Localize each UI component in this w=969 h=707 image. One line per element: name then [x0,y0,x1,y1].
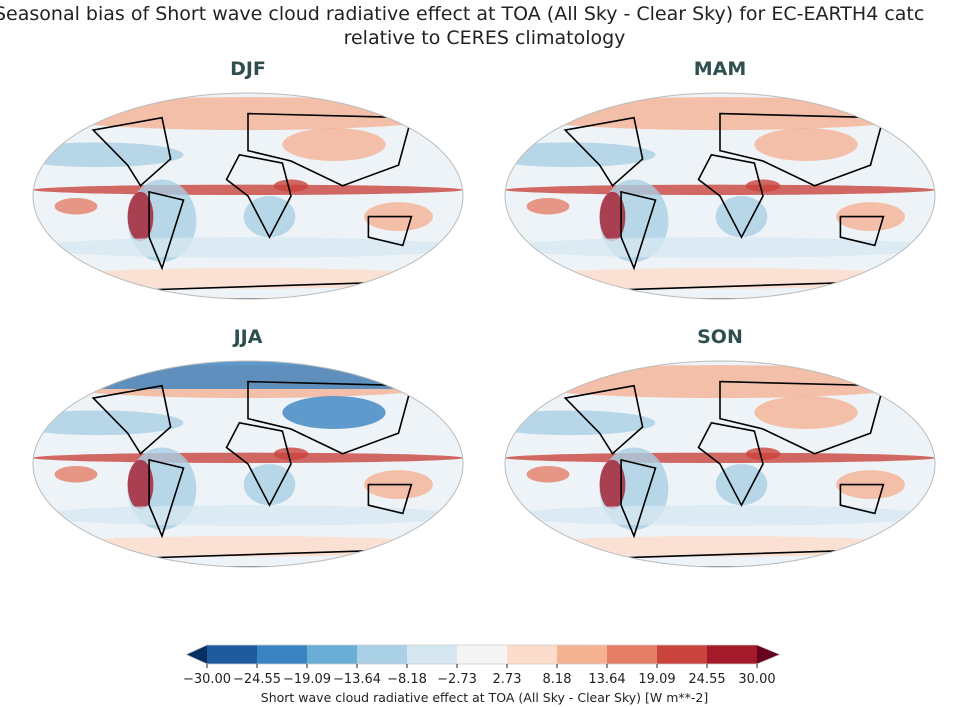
bias-region [526,198,570,215]
bias-region [505,452,935,463]
bias-region [33,268,463,289]
panel-title-mam: MAM [693,58,747,80]
coastline [697,421,764,507]
coastline [563,384,644,455]
colorbar-tick-label: −24.55 [233,672,281,687]
bias-region [273,179,309,192]
coastline [839,483,885,515]
coastline [148,190,185,271]
map-panel-mam [505,93,935,299]
map-boundary [32,92,464,300]
title-line-1: Seasonal bias of Short wave cloud radiat… [0,3,925,25]
bias-region [33,410,184,436]
coastline [148,458,185,539]
bias-region [505,505,935,526]
bias-region [715,464,768,506]
bias-region [282,128,386,161]
colorbar-tick-label: −13.64 [333,672,381,687]
bias-region [33,142,184,168]
coastline [367,483,413,515]
bias-region [505,184,935,195]
bias-region [243,464,296,506]
colorbar-bin [557,645,608,664]
bias-region [33,237,463,258]
colorbar-bin [457,645,508,664]
bias-region [33,184,463,195]
bias-region [54,198,98,215]
colorbar-bin [507,645,558,664]
colorbar-tick-label: 8.18 [543,672,572,687]
bias-region [33,536,463,557]
bias-region [33,505,463,526]
colorbar-bin [657,645,708,664]
coastline [367,215,413,247]
bias-region [33,452,463,463]
coastline [91,384,172,455]
bias-region [754,396,858,429]
coastline [620,190,657,271]
bias-region [505,536,935,557]
bias-region [54,466,98,483]
map-boundary [504,360,936,568]
bias-region [754,128,858,161]
title-line-2: relative to CERES climatology [343,27,626,49]
panel-title-son: SON [697,326,743,348]
colorbar-bin [357,645,408,664]
colorbar-bin [707,645,758,664]
colorbar-tick-label: −30.00 [183,672,231,687]
colorbar-tick-label: −19.09 [283,672,331,687]
colorbar-bin [607,645,658,664]
panel-title-jja: JJA [233,326,263,348]
colorbar-bin [307,645,358,664]
map-panel-son [505,361,935,567]
bias-region [505,410,656,436]
colorbar-extend-low [186,645,207,664]
map-boundary [504,92,936,300]
bias-region [282,396,386,429]
colorbar-tick-label: 13.64 [588,672,625,687]
bias-region [599,191,626,242]
colorbar-bin [257,645,308,664]
bias-region [505,237,935,258]
bias-region [745,447,781,460]
coastline [225,421,292,507]
bias-region [243,196,296,238]
coastline [225,153,292,239]
bias-region [505,142,656,168]
colorbar-extend-high [757,645,780,664]
colorbar-tick-label: 30.00 [738,672,775,687]
colorbar-tick-label: −8.18 [387,672,427,687]
coastline [839,215,885,247]
bias-region [715,196,768,238]
map-panel-jja [33,361,463,567]
bias-region [273,447,309,460]
bias-region [745,179,781,192]
bias-region [599,459,626,510]
bias-region [505,268,935,289]
colorbar-tick-label: −2.73 [437,672,477,687]
coastline [620,458,657,539]
colorbar-bin [407,645,458,664]
coastline [697,153,764,239]
colorbar-tick-label: 19.09 [638,672,675,687]
map-boundary [32,360,464,568]
bias-region [526,466,570,483]
colorbar-tick-label: 24.55 [688,672,725,687]
map-panel-djf [33,93,463,299]
colorbar-bin [207,645,258,664]
coastline [563,116,644,187]
bias-region [127,191,154,242]
colorbar-label: Short wave cloud radiative effect at TOA… [260,690,709,705]
colorbar-tick-label: 2.73 [493,672,522,687]
panel-title-djf: DJF [230,58,266,80]
bias-region [127,459,154,510]
coastline [91,116,172,187]
